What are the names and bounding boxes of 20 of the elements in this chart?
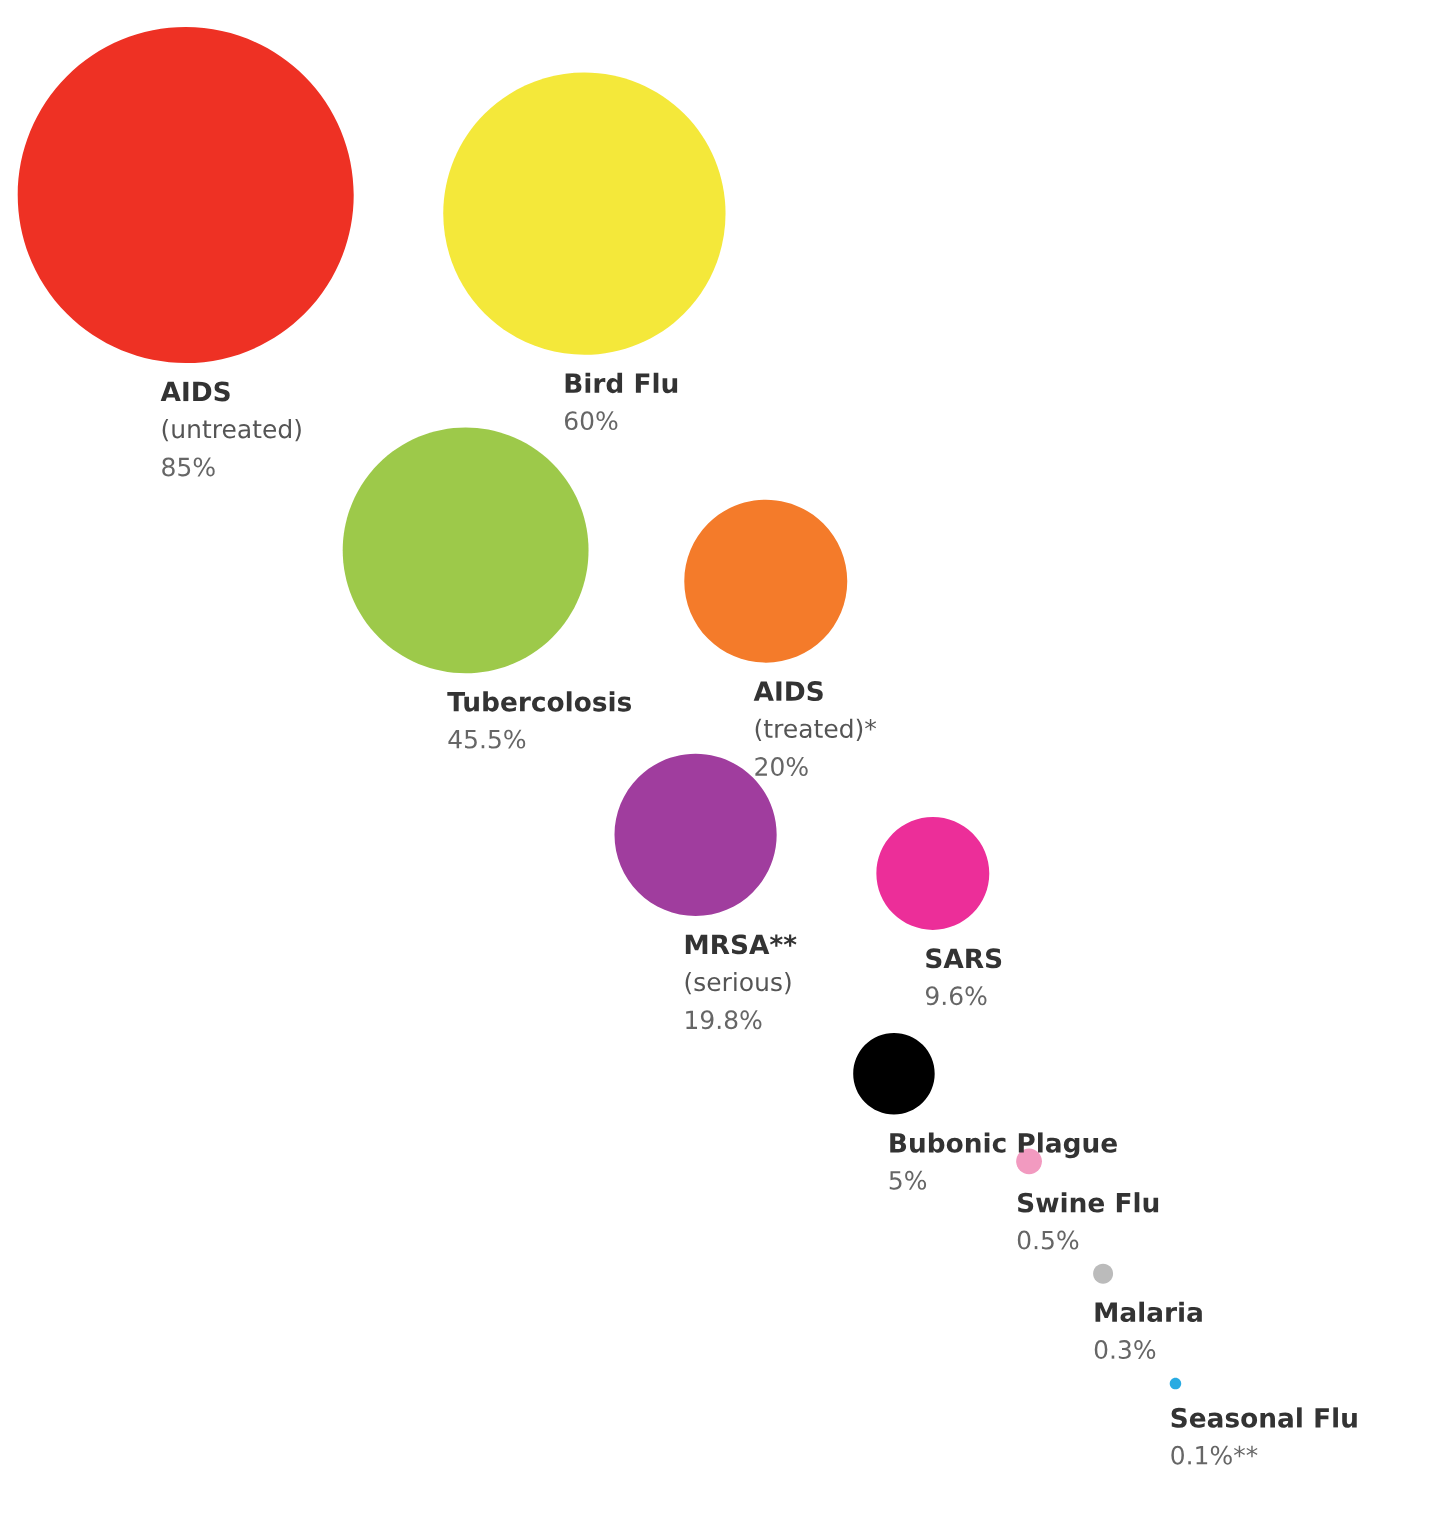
data-label: 0.1%** xyxy=(1171,1445,1258,1465)
category-label: Seasonal Flu xyxy=(1171,1407,1357,1428)
data-label: 0.5% xyxy=(1017,1230,1079,1250)
data-label: 9.6% xyxy=(925,986,987,1006)
data-label: 0.3% xyxy=(1094,1340,1156,1360)
data-label: 20% xyxy=(755,757,808,776)
category-label: Bird Flu xyxy=(565,372,678,394)
category-label: Swine Flu xyxy=(1018,1192,1159,1213)
data-label: 60% xyxy=(564,411,618,431)
data-label: 5% xyxy=(889,1170,927,1190)
category-label: AIDS (untreated) xyxy=(160,381,301,442)
category-label: Tubercolosis xyxy=(447,691,632,712)
data-label: 19.8% xyxy=(686,1010,762,1030)
category-label: Bubonic Plague xyxy=(890,1132,1117,1159)
category-label: SARS xyxy=(926,948,1002,969)
category-label: AIDS (treated)* xyxy=(753,681,877,741)
data-label: 85% xyxy=(162,457,215,477)
data-label: 45.5% xyxy=(448,729,526,749)
category-label: Malaria xyxy=(1095,1301,1202,1323)
category-label: MRSA** (serious) xyxy=(685,934,797,995)
